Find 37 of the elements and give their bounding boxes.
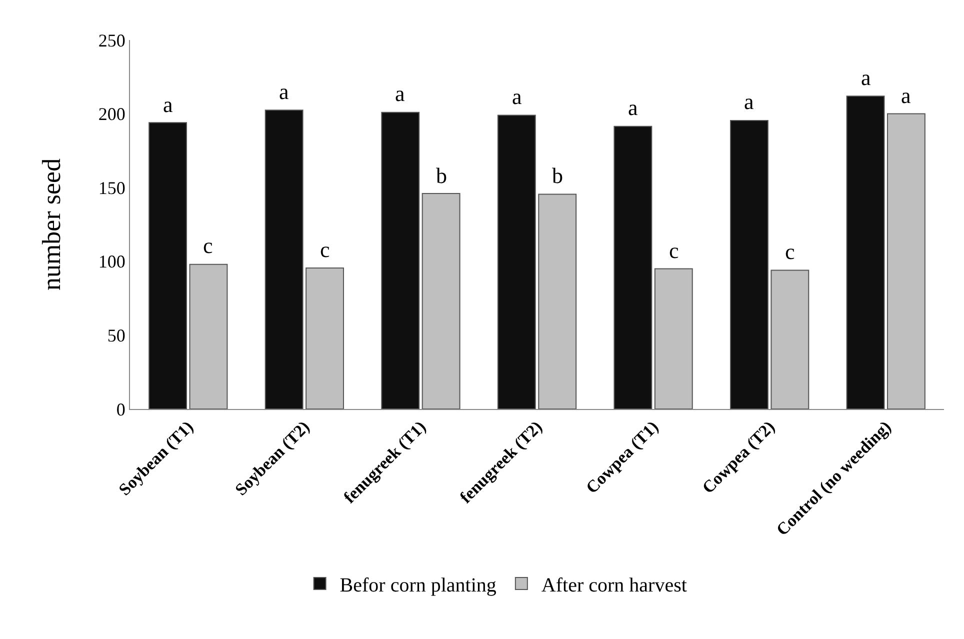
- bar: [189, 264, 228, 409]
- annotation: a: [628, 95, 638, 120]
- annotation: a: [512, 84, 522, 109]
- bar: [614, 126, 652, 409]
- annotation: a: [279, 79, 289, 104]
- y-tick-label: 200: [98, 104, 126, 124]
- y-tick-label: 50: [107, 326, 126, 346]
- y-tick-label: 150: [98, 178, 126, 198]
- annotation: c: [203, 233, 213, 258]
- annotation: a: [395, 81, 405, 106]
- bar: [730, 120, 768, 409]
- annotation: a: [744, 89, 754, 114]
- annotation: a: [901, 83, 911, 108]
- bar: [497, 114, 536, 409]
- legend-label: Befor corn planting: [340, 574, 496, 596]
- bar: [886, 113, 926, 409]
- bar: [846, 96, 885, 409]
- bar: [654, 268, 693, 409]
- annotation: c: [785, 239, 795, 264]
- annotation: c: [669, 238, 679, 263]
- annotation: a: [861, 65, 871, 90]
- annotation: c: [320, 237, 330, 262]
- annotation: b: [436, 163, 447, 188]
- y-tick-label: 0: [116, 399, 126, 420]
- y-tick-label: 250: [98, 30, 126, 50]
- annotation: b: [552, 163, 563, 188]
- y-axis-title: number seed: [36, 158, 66, 291]
- bar: [306, 268, 344, 409]
- bar: [422, 193, 460, 409]
- bar: [264, 110, 304, 409]
- bar: [148, 122, 188, 409]
- bar: [538, 194, 577, 409]
- bar: [770, 270, 810, 409]
- annotation: a: [163, 92, 173, 117]
- legend-label: After corn harvest: [541, 574, 688, 596]
- y-tick-label: 100: [98, 252, 126, 272]
- bar: [381, 112, 420, 409]
